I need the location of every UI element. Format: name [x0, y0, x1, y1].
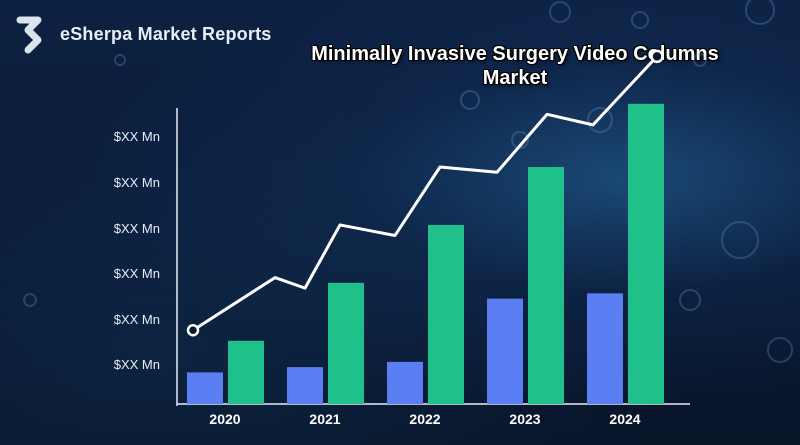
bar-blue	[387, 361, 423, 404]
y-tick-label: $XX Mn	[114, 175, 160, 190]
chart-title: Minimally Invasive Surgery Video Columns…	[311, 43, 719, 89]
trend-line	[192, 55, 659, 332]
background-bubble	[767, 337, 793, 363]
background-bubble	[587, 107, 613, 133]
background-bubble	[549, 1, 571, 23]
bar-blue	[487, 298, 523, 404]
bar-green	[228, 340, 264, 404]
y-tick-label: $XX Mn	[114, 221, 160, 236]
trend-end-point	[650, 49, 664, 64]
background-bubble	[679, 289, 701, 311]
bar-blue	[187, 372, 223, 404]
background-bubble	[631, 11, 649, 29]
s-logo-icon	[16, 16, 42, 54]
background-bubble	[693, 53, 707, 67]
bar-blue	[287, 367, 323, 404]
x-tick-label: 2023	[509, 411, 540, 427]
background-bubble	[721, 221, 759, 259]
background-bubble	[460, 90, 480, 110]
brand: eSherpa Market Reports	[12, 14, 271, 54]
brand-name: eSherpa Market Reports	[60, 23, 272, 44]
bar-green	[628, 103, 664, 405]
background-bubble	[23, 293, 37, 307]
y-tick-label: $XX Mn	[114, 129, 160, 144]
trend-start-point	[186, 324, 200, 337]
background-bubble	[745, 0, 775, 25]
y-tick-label: $XX Mn	[114, 357, 160, 372]
bar-green	[328, 282, 364, 404]
y-tick-label: $XX Mn	[114, 266, 160, 281]
x-tick-label: 2020	[209, 411, 240, 427]
x-tick-label: 2021	[309, 411, 340, 427]
x-tick-label: 2024	[609, 411, 640, 427]
y-tick-label: $XX Mn	[114, 312, 160, 327]
background-bubble	[511, 131, 529, 149]
bar-blue	[587, 293, 623, 404]
background-bubble	[114, 54, 126, 66]
bar-green	[428, 224, 464, 404]
x-tick-label: 2022	[409, 411, 440, 427]
bar-green	[528, 167, 564, 404]
